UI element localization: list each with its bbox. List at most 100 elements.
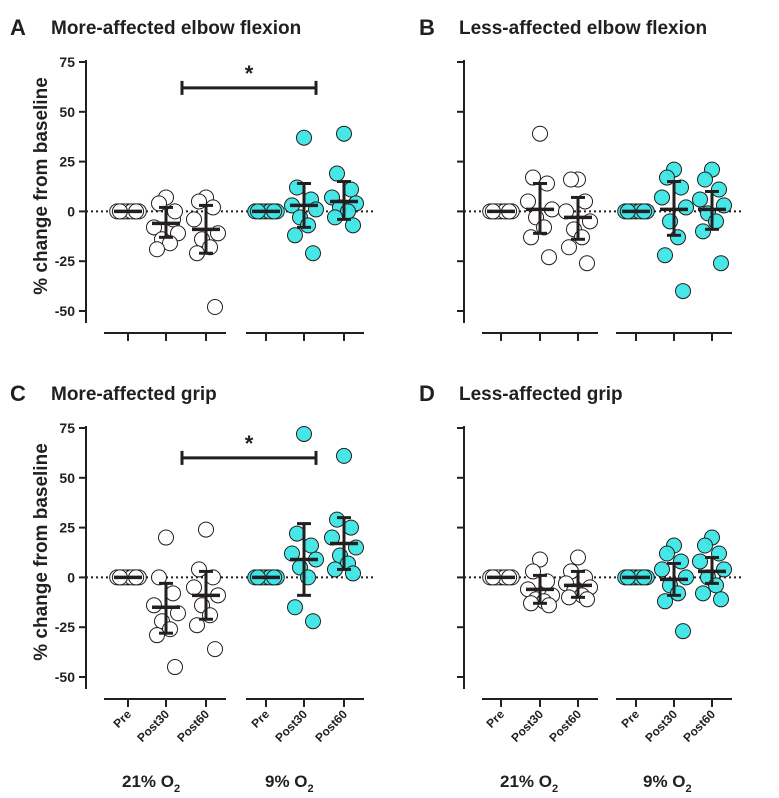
y-axis-label-top: % change from baseline (31, 77, 52, 295)
x-tick-label: Post30 (642, 707, 680, 745)
data-point (561, 239, 577, 256)
group-label-hypoxia-right: 9% O2 (643, 772, 692, 795)
panel-letter-a: A (10, 15, 26, 40)
plot-area-a: 75 50 25 0 -25 -50 * (55, 54, 374, 341)
data-point (305, 245, 321, 262)
data-point (329, 165, 345, 182)
panel-title-c: More-affected grip (51, 384, 217, 405)
data-point (657, 593, 673, 610)
x-tick-label: Post60 (174, 707, 212, 745)
plot-area-d: Pre Post30 Post60 Pre Post30 Post60 (457, 426, 742, 745)
data-point (287, 599, 303, 616)
data-point (678, 199, 694, 216)
data-point (654, 189, 670, 206)
y-tick-label: 75 (59, 54, 75, 70)
data-point (303, 537, 319, 554)
y-tick-label: -50 (55, 669, 75, 685)
data-point (657, 247, 673, 264)
data-point (716, 561, 732, 578)
data-point (541, 249, 557, 266)
data-point (296, 425, 312, 442)
data-point (713, 255, 729, 272)
group-label-text: 9% O (643, 772, 686, 791)
significance-star: * (245, 431, 254, 456)
y-tick-label: -50 (55, 303, 75, 319)
group-label-subscript: 2 (174, 783, 180, 795)
group-label-text: 9% O (265, 772, 308, 791)
panel-title-a: More-affected elbow flexion (51, 18, 301, 39)
data-point (167, 659, 183, 676)
plot-area-b (457, 60, 742, 341)
group-label-subscript: 2 (686, 783, 692, 795)
data-point (287, 227, 303, 244)
data-point (198, 521, 214, 538)
data-point (654, 561, 670, 578)
data-point (695, 585, 711, 602)
group-label-subscript: 2 (552, 783, 558, 795)
x-tick-label: Post30 (134, 707, 172, 745)
data-point (692, 553, 708, 570)
panel-d: D Less-affected grip Pre Post30 Post60 Pre P… (419, 381, 742, 745)
data-point (165, 585, 181, 602)
panel-letter-d: D (419, 381, 435, 406)
group-label-text: 21% O (122, 772, 174, 791)
data-point (149, 627, 165, 644)
data-point (186, 579, 202, 596)
panel-a: A More-affected elbow flexion 75 50 25 0 -25… (10, 15, 374, 341)
panel-title-d: Less-affected grip (459, 384, 623, 405)
data-point (525, 169, 541, 186)
y-tick-label: 0 (67, 569, 75, 585)
data-point (329, 511, 345, 528)
y-axis-label-bottom: % change from baseline (31, 443, 52, 661)
data-point (186, 211, 202, 228)
data-point (532, 125, 548, 142)
x-tick-label: Post60 (680, 707, 718, 745)
y-tick-label: 50 (59, 104, 75, 120)
data-point (158, 529, 174, 546)
x-tick-label: Post60 (312, 707, 350, 745)
group-label-subscript: 2 (308, 783, 314, 795)
data-point (692, 191, 708, 208)
data-point (563, 171, 579, 188)
group-label-normoxia-left: 21% O2 (122, 772, 180, 795)
data-point (189, 617, 205, 634)
data-point (697, 171, 713, 188)
data-point (520, 193, 536, 210)
data-point (678, 569, 694, 586)
panel-b: B Less-affected elbow flexion (419, 15, 742, 341)
y-tick-label: -25 (55, 253, 75, 269)
group-label-text: 21% O (500, 772, 552, 791)
significance-star: * (245, 61, 254, 86)
data-point (336, 125, 352, 142)
y-tick-label: 0 (67, 203, 75, 219)
data-point (151, 569, 167, 586)
data-point (336, 447, 352, 464)
data-point (207, 641, 223, 658)
data-point (541, 597, 557, 614)
data-point (305, 613, 321, 630)
data-point (570, 549, 586, 566)
y-tick-label: 75 (59, 420, 75, 436)
x-tick-label: Pre (619, 707, 643, 731)
panel-letter-c: C (10, 381, 26, 406)
x-tick-label: Post30 (508, 707, 546, 745)
data-point (345, 217, 361, 234)
data-point (675, 623, 691, 640)
data-point (327, 209, 343, 226)
data-point (673, 553, 689, 570)
data-point (207, 299, 223, 316)
y-tick-label: 50 (59, 470, 75, 486)
group-label-normoxia-right: 21% O2 (500, 772, 558, 795)
x-tick-label: Post30 (272, 707, 310, 745)
data-point (146, 597, 162, 614)
data-point (675, 283, 691, 300)
group-label-hypoxia-left: 9% O2 (265, 772, 314, 795)
data-point (296, 129, 312, 146)
panel-title-b: Less-affected elbow flexion (459, 18, 707, 39)
data-point (713, 591, 729, 608)
data-point (343, 181, 359, 198)
data-point (191, 561, 207, 578)
